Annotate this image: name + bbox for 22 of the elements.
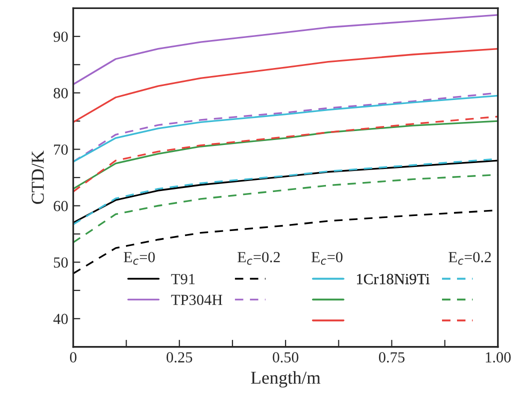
y-tick-label: 70 [54, 144, 68, 155]
y-tick-label: 60 [54, 200, 68, 212]
x-tick-label: 0.75 [378, 352, 404, 363]
annotation: E$_{c}$=0.2 [448, 252, 491, 265]
x-axis-title: Length/m [250, 371, 320, 388]
annotation: E$_{c}$=0.2 [238, 252, 280, 265]
legend-label: 1Cr18Ni9Ti [357, 274, 430, 284]
y-tick-label: 40 [53, 314, 68, 324]
x-tick-label: 1.00 [486, 352, 511, 363]
legend-label: TP304H [171, 294, 222, 306]
annotation: E$_{c}$=0 [124, 252, 155, 265]
x-tick-label: 0.25 [166, 352, 192, 363]
y-axis-title: CTD/K [32, 150, 44, 204]
y-tick-label: 90 [54, 32, 68, 42]
x-tick-label: 0 [70, 352, 76, 362]
x-tick-label: 0.50 [272, 352, 298, 363]
line-series [73, 48, 498, 124]
legend-label: T91 [171, 274, 195, 284]
line-series [73, 14, 498, 86]
y-tick-label: 50 [54, 257, 68, 268]
annotation: E$_{c}$=0 [311, 252, 342, 265]
y-tick-label: 80 [54, 88, 68, 98]
